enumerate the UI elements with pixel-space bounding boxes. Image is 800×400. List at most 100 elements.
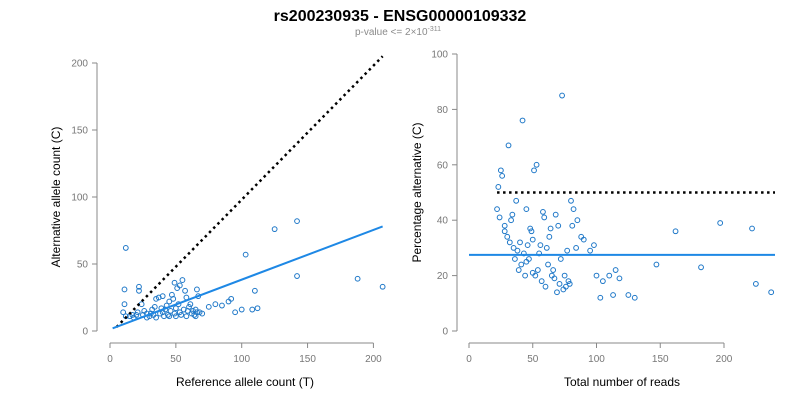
reference-dotted-line (115, 55, 384, 328)
x-tick-label: 50 (170, 354, 182, 365)
data-point (172, 305, 179, 312)
data-point (205, 303, 212, 310)
data-point (547, 225, 554, 232)
data-point (541, 214, 548, 221)
data-point (749, 225, 755, 232)
data-point (499, 172, 506, 179)
data-point (534, 267, 541, 273)
data-point (159, 293, 166, 300)
data-point (564, 247, 571, 254)
data-point (555, 222, 562, 229)
data-point (631, 294, 638, 301)
data-point (551, 275, 558, 282)
data-point (497, 167, 504, 174)
data-point (522, 272, 528, 279)
data-point (254, 305, 261, 312)
data-point (178, 312, 185, 318)
data-point (610, 292, 616, 298)
data-point (606, 272, 613, 279)
data-point (523, 206, 530, 213)
data-point (527, 225, 534, 232)
data-point (514, 247, 521, 254)
right-panel: 0 50 100 150 200 Total number of reads 0 20 40 60… (410, 50, 775, 389)
data-point (187, 301, 194, 308)
data-point (170, 295, 177, 302)
y-axis-label: Alternative allele count (C) (49, 127, 63, 268)
data-point (561, 272, 568, 279)
data-point (546, 233, 553, 240)
y-tick-label: 150 (71, 126, 88, 137)
data-point (251, 287, 258, 294)
y-tick-label: 80 (437, 105, 449, 116)
data-point (559, 92, 565, 99)
data-point (526, 256, 532, 262)
data-point (194, 309, 200, 316)
data-point (151, 303, 158, 310)
data-point (768, 289, 775, 296)
data-point (531, 167, 537, 174)
chart-subtitle: p-value <= 2×10-311 (355, 26, 441, 38)
x-axis-label: Total number of reads (564, 375, 680, 389)
data-point (495, 184, 502, 190)
data-point (138, 301, 145, 308)
x-tick-label: 50 (527, 354, 539, 365)
data-point (249, 306, 256, 313)
data-point (166, 298, 173, 305)
data-point (182, 287, 188, 294)
data-point (228, 295, 235, 302)
data-point (517, 239, 523, 246)
data-point (121, 301, 128, 308)
data-point (568, 197, 574, 204)
data-point (597, 294, 604, 301)
data-point (520, 250, 527, 257)
y-tick-label: 200 (71, 59, 88, 70)
data-point (496, 214, 503, 221)
x-tick-label: 100 (588, 354, 605, 365)
x-tick-label: 150 (652, 354, 669, 365)
y-tick-label: 100 (71, 193, 88, 204)
data-point (501, 222, 508, 229)
data-point (591, 242, 597, 249)
x-tick-label: 0 (466, 354, 472, 365)
data-point (570, 206, 577, 213)
data-point (294, 273, 300, 279)
data-point (509, 211, 516, 218)
x-tick-label: 100 (233, 354, 250, 365)
subtitle-exponent: -311 (428, 26, 442, 33)
data-point (121, 286, 128, 293)
data-point (504, 233, 511, 240)
data-point (167, 308, 174, 314)
data-point (194, 286, 200, 293)
data-point (153, 314, 159, 321)
data-point (587, 247, 594, 254)
data-point (183, 313, 190, 320)
data-point (616, 275, 623, 282)
data-point (557, 256, 564, 262)
data-point (176, 282, 183, 289)
data-point (510, 245, 517, 251)
data-point (354, 275, 361, 282)
y-tick-label: 40 (437, 216, 449, 227)
data-point (536, 250, 543, 257)
y-axis-label: Percentage alternative (C) (410, 122, 424, 262)
left-panel: 0 50 100 150 200 Reference allele count (T) 0 5… (49, 55, 386, 389)
data-point (505, 142, 512, 149)
data-point (537, 242, 544, 249)
x-axis-label: Reference allele count (T) (176, 375, 314, 389)
data-point (171, 279, 178, 286)
data-point (542, 283, 549, 290)
data-point (554, 289, 560, 296)
data-point (545, 261, 551, 268)
data-point (513, 197, 520, 204)
data-point (512, 256, 518, 262)
data-point (550, 267, 557, 273)
data-point (506, 239, 513, 246)
data-point (166, 313, 173, 320)
x-tick-label: 200 (716, 354, 733, 365)
data-point (219, 302, 225, 309)
data-point (574, 217, 581, 224)
data-point (752, 281, 759, 287)
data-point (543, 245, 550, 251)
data-point (122, 245, 129, 251)
